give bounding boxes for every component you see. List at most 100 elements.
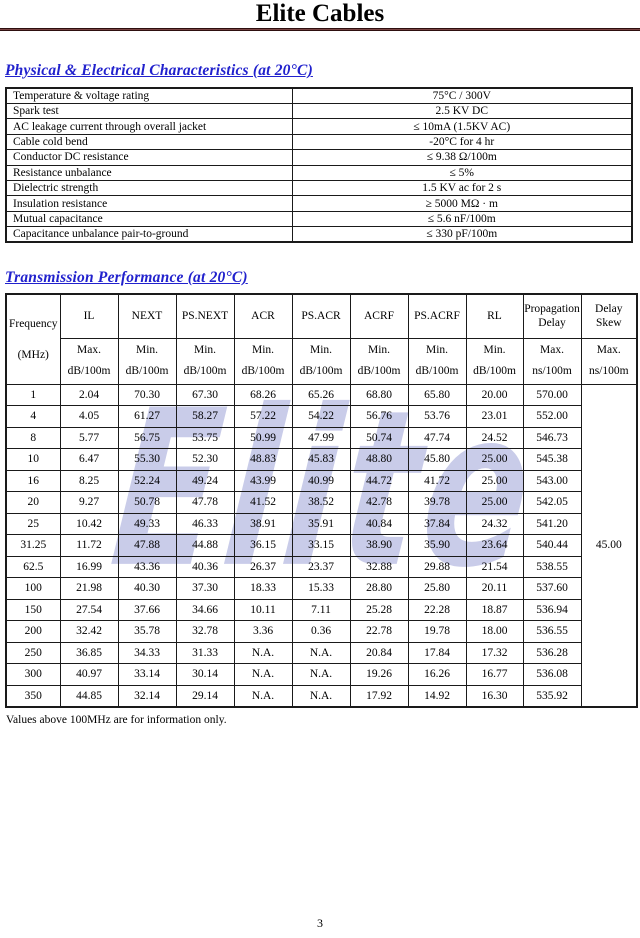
measurement-cell: 57.22 — [233, 405, 293, 428]
measurement-cell: 536.94 — [522, 598, 582, 622]
measurement-cell: 543.00 — [522, 469, 582, 493]
parameter-column-header: IL — [59, 293, 119, 339]
measurement-cell: 3.36 — [233, 620, 293, 643]
measurement-cell: 552.00 — [522, 405, 582, 428]
frequency-cell: 25 — [5, 512, 61, 536]
characteristic-row: Spark test 2.5 KV DC — [5, 102, 633, 120]
characteristic-label: Resistance unbalance — [5, 164, 293, 181]
measurement-cell: 44.85 — [59, 684, 119, 708]
measurement-cell: 18.87 — [465, 598, 524, 622]
measurement-row: 100 21.98 40.30 37.30 18.33 15.33 28.80 25.80 20… — [5, 577, 637, 600]
measurement-cell: N.A. — [233, 663, 293, 686]
physical-characteristics-heading: Physical & Electrical Characteristics (a… — [5, 62, 313, 79]
frequency-cell: 350 — [5, 684, 61, 708]
frequency-cell: 4 — [5, 405, 61, 428]
measurement-cell: 23.37 — [291, 555, 351, 579]
measurement-cell: 22.78 — [349, 620, 409, 643]
measurement-row: 350 44.85 32.14 29.14 N.A. N.A. 17.92 14.92 16.3… — [5, 684, 637, 708]
measurement-cell: 36.15 — [233, 534, 293, 557]
parameter-column-header: ACRF — [349, 293, 409, 339]
measurement-cell: 537.60 — [522, 577, 582, 600]
parameter-column-header: PS.ACRF — [407, 293, 467, 339]
measurement-cell: 16.99 — [59, 555, 119, 579]
characteristic-row: Dielectric strength 1.5 KV ac for 2 s — [5, 179, 633, 197]
measurement-cell: 545.38 — [522, 448, 582, 471]
measurement-cell: 37.66 — [117, 598, 177, 622]
measurement-row: 20 9.27 50.78 47.78 41.52 38.52 42.78 39.78 25.0… — [5, 491, 637, 514]
measurement-cell: 28.80 — [349, 577, 409, 600]
frequency-header-name: Frequency — [8, 317, 58, 330]
delay-skew-merged-cell: 45.00 — [580, 383, 638, 708]
measurement-cell: 4.05 — [59, 405, 119, 428]
measurement-row: 31.25 11.72 47.88 44.88 36.15 33.15 38.90 35.90… — [5, 534, 637, 557]
characteristic-label: Cable cold bend — [5, 133, 293, 151]
measurement-cell: 21.98 — [59, 577, 119, 600]
measurement-cell: 44.88 — [175, 534, 235, 557]
measurement-cell: N.A. — [233, 684, 293, 708]
measurement-cell: 32.14 — [117, 684, 177, 708]
measurement-cell: 17.84 — [407, 641, 467, 665]
measurement-cell: 17.32 — [465, 641, 524, 665]
characteristic-row: Resistance unbalance ≤ 5% — [5, 164, 633, 181]
measurement-cell: 43.99 — [233, 469, 293, 493]
parameter-column-header: Delay Skew — [580, 293, 638, 339]
measurement-row: 150 27.54 37.66 34.66 10.11 7.11 25.28 22.28 18.… — [5, 598, 637, 622]
characteristic-row: AC leakage current through overall jacke… — [5, 118, 633, 135]
frequency-column-header: Frequency (MHz) — [5, 293, 61, 385]
measurement-cell: 40.30 — [117, 577, 177, 600]
measurement-cell: 61.27 — [117, 405, 177, 428]
measurement-cell: 24.52 — [465, 426, 524, 450]
characteristic-label: AC leakage current through overall jacke… — [5, 118, 293, 135]
frequency-cell: 10 — [5, 448, 61, 471]
page-title: Elite Cables — [255, 0, 385, 27]
characteristic-value: ≤ 5% — [291, 164, 633, 181]
measurement-cell: 50.74 — [349, 426, 409, 450]
measurement-cell: 35.78 — [117, 620, 177, 643]
measurement-cell: 7.11 — [291, 598, 351, 622]
measurement-cell: 9.27 — [59, 491, 119, 514]
parameter-column-header: Propagation Delay — [522, 293, 582, 339]
measurement-cell: 34.66 — [175, 598, 235, 622]
characteristic-value: ≤ 5.6 nF/100m — [291, 210, 633, 228]
characteristic-label: Capacitance unbalance pair-to-ground — [5, 226, 293, 243]
characteristic-row: Insulation resistance ≥ 5000 MΩ · m — [5, 195, 633, 212]
measurement-cell: 24.32 — [465, 512, 524, 536]
measurement-cell: 48.80 — [349, 448, 409, 471]
measurement-cell: 58.27 — [175, 405, 235, 428]
measurement-cell: 52.24 — [117, 469, 177, 493]
measurement-cell: 16.30 — [465, 684, 524, 708]
frequency-cell: 250 — [5, 641, 61, 665]
measurement-cell: 38.90 — [349, 534, 409, 557]
measurement-cell: 5.77 — [59, 426, 119, 450]
characteristic-value: -20°C for 4 hr — [291, 133, 633, 151]
frequency-header-text: Frequency (MHz) — [7, 317, 60, 362]
measurement-cell: 536.28 — [522, 641, 582, 665]
measurement-cell: 25.80 — [407, 577, 467, 600]
measurement-cell: 19.78 — [407, 620, 467, 643]
parameter-column-header: NEXT — [117, 293, 177, 339]
page-number: 3 — [317, 916, 323, 930]
measurement-cell: 34.33 — [117, 641, 177, 665]
page-content: Physical & Electrical Characteristics (a… — [0, 62, 640, 726]
transmission-table-wrapper: Elite Frequency (MHz) IL NEXT PS.NEXT ACR PS.A… — [5, 293, 638, 708]
parameter-column-header: PS.ACR — [291, 293, 351, 339]
measurement-cell: 570.00 — [522, 383, 582, 407]
measurement-cell: 37.30 — [175, 577, 235, 600]
parameter-column-header: RL — [465, 293, 524, 339]
characteristic-row: Mutual capacitance ≤ 5.6 nF/100m — [5, 210, 633, 228]
column-name-header-row: Frequency (MHz) IL NEXT PS.NEXT ACR PS.ACR ACRF… — [5, 293, 638, 385]
measurement-cell: 11.72 — [59, 534, 119, 557]
measurement-cell: 31.33 — [175, 641, 235, 665]
measurement-cell: 43.36 — [117, 555, 177, 579]
characteristic-row: Cable cold bend -20°C for 4 hr — [5, 133, 633, 151]
measurement-cell: 18.33 — [233, 577, 293, 600]
measurement-cell: 67.30 — [175, 383, 235, 407]
measurement-cell: 38.91 — [233, 512, 293, 536]
parameter-unit-header: Min. dB/100m — [291, 337, 351, 385]
measurement-cell: 50.78 — [117, 491, 177, 514]
parameter-unit-header: Min. dB/100m — [465, 337, 524, 385]
measurement-cell: 35.90 — [407, 534, 467, 557]
measurement-cell: 41.72 — [407, 469, 467, 493]
characteristic-row: Capacitance unbalance pair-to-ground ≤ 33… — [5, 226, 633, 243]
measurement-cell: 39.78 — [407, 491, 467, 514]
